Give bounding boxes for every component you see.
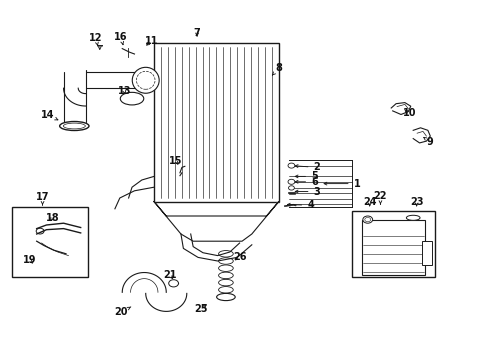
Text: 5: 5 [295, 171, 317, 181]
Bar [421, 241, 431, 265]
Circle shape [287, 179, 294, 184]
Ellipse shape [218, 251, 233, 257]
Circle shape [362, 216, 372, 223]
Text: 1: 1 [324, 179, 360, 189]
Circle shape [168, 280, 178, 287]
Circle shape [287, 163, 294, 168]
Text: 2: 2 [295, 162, 320, 172]
Circle shape [364, 217, 370, 222]
Text: 13: 13 [117, 86, 131, 96]
Ellipse shape [218, 272, 233, 279]
Ellipse shape [132, 67, 159, 93]
Text: 12: 12 [89, 33, 102, 46]
Text: 3: 3 [295, 186, 320, 197]
Text: 17: 17 [36, 192, 49, 205]
Bar [361, 220, 425, 275]
Ellipse shape [136, 71, 155, 89]
Text: 23: 23 [409, 197, 423, 207]
Polygon shape [154, 202, 278, 241]
Circle shape [36, 228, 44, 234]
Text: 8: 8 [272, 63, 282, 75]
Ellipse shape [406, 215, 419, 220]
Circle shape [288, 186, 294, 190]
Text: 19: 19 [22, 255, 36, 265]
Text: 4: 4 [287, 200, 313, 210]
Text: 18: 18 [45, 213, 59, 223]
Text: 10: 10 [402, 108, 416, 118]
Bar [12, 207, 88, 277]
Text: 9: 9 [423, 137, 433, 147]
Text: 24: 24 [362, 197, 376, 207]
Text: 15: 15 [169, 156, 183, 166]
Bar [351, 211, 434, 277]
Text: 11: 11 [144, 36, 158, 46]
Text: 7: 7 [193, 28, 200, 38]
Bar [154, 43, 278, 202]
Text: 25: 25 [194, 303, 208, 314]
Ellipse shape [120, 92, 143, 105]
Text: 21: 21 [163, 270, 177, 280]
Text: 22: 22 [373, 191, 386, 204]
Ellipse shape [218, 265, 233, 271]
Text: 20: 20 [114, 307, 131, 318]
Text: 14: 14 [41, 110, 58, 120]
Ellipse shape [218, 279, 233, 286]
Ellipse shape [216, 293, 235, 301]
Ellipse shape [218, 258, 233, 264]
Polygon shape [412, 128, 429, 143]
Text: 6: 6 [295, 177, 317, 187]
Ellipse shape [218, 287, 233, 293]
Ellipse shape [63, 123, 85, 129]
Ellipse shape [60, 122, 89, 130]
Ellipse shape [218, 294, 233, 300]
Text: 16: 16 [114, 32, 127, 45]
Text: 26: 26 [232, 252, 246, 262]
